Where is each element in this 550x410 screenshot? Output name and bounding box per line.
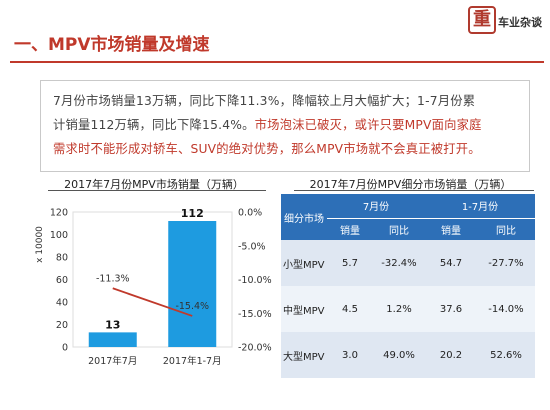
subheader-ytd-sales: 销量 (425, 218, 477, 240)
logo-wordmark: 车业杂谈 (498, 16, 542, 29)
bar (88, 332, 137, 347)
header-segment: 细分市场 (281, 194, 327, 240)
cell-july-sales: 4.5 (342, 303, 358, 315)
table-title: 2017年7月份MPV细分市场销量（万辆） (309, 178, 512, 191)
summary-line-1: 7月份市场销量13万辆，同比下降11.3%，降幅较上月大幅扩大；1-7月份累 (53, 94, 476, 108)
page-title: 一、MPV市场销量及增速 (14, 35, 210, 55)
cell-july-yoy: -32.4% (381, 257, 417, 269)
y-left-tick-label: 40 (56, 298, 68, 309)
bar-data-label: 112 (181, 207, 204, 220)
header-ytd: 1-7月份 (425, 194, 535, 219)
header-july: 7月份 (327, 194, 425, 219)
logo-seal: 重 (468, 6, 496, 34)
y-left-tick-label: 0 (62, 343, 68, 354)
cell-ytd-yoy: 52.6% (490, 349, 522, 361)
y-right-tick-label: -15.0% (238, 309, 272, 320)
cell-ytd-yoy: -14.0% (488, 303, 524, 315)
y-right-tick-label: -10.0% (238, 275, 272, 286)
line-data-label: -11.3% (96, 273, 130, 284)
cell-july-sales: 3.0 (342, 349, 358, 361)
cell-ytd-sales: 54.7 (439, 257, 463, 269)
chart-title-divider (48, 190, 266, 191)
summary-line-2-plain: 计销量112万辆，同比下降15.4%。 (53, 118, 255, 132)
footer-band (0, 392, 550, 410)
summary-line-2-highlight: 市场泡沫已破灭，或许只要MPV面向家庭 (254, 118, 482, 132)
table-row: 小型MPV 5.7 -32.4% 54.7 -27.7% (281, 240, 535, 286)
cell-segment: 大型MPV (283, 351, 325, 363)
cell-ytd-sales: 37.6 (439, 303, 463, 315)
brand-logo: 重 车业杂谈 (468, 6, 546, 38)
y-right-tick-label: 0.0% (238, 208, 262, 219)
y-left-tick-label: 100 (50, 230, 68, 241)
cell-segment: 中型MPV (283, 305, 325, 317)
y-left-tick-label: 60 (56, 275, 68, 286)
line-data-label: -15.4% (175, 301, 209, 312)
summary-line-3: 需求时不能形成对轿车、SUV的绝对优势，那么MPV市场就不会真正被打开。 (53, 142, 481, 156)
cell-july-yoy: 1.2% (386, 303, 412, 315)
y-right-tick-label: -20.0% (238, 343, 272, 354)
summary-box: 7月份市场销量13万辆，同比下降11.3%，降幅较上月大幅扩大；1-7月份累 计… (40, 80, 530, 172)
title-divider (10, 61, 544, 63)
table-row: 中型MPV 4.5 1.2% 37.6 -14.0% (281, 286, 535, 332)
cell-ytd-sales: 20.2 (439, 349, 463, 361)
y-left-tick-label: 120 (50, 208, 68, 219)
table-row: 大型MPV 3.0 49.0% 20.2 52.6% (281, 332, 535, 378)
y-left-axis-label: x 10000 (35, 226, 45, 263)
sales-chart: 0 20 40 60 80 100 120 0.0% -5.0% -10.0% -15.0% -20.… (35, 207, 272, 367)
cell-july-sales: 5.7 (342, 257, 358, 269)
subheader-july-sales: 销量 (327, 218, 373, 240)
bar-data-label: 13 (105, 318, 120, 331)
y-left-tick-label: 20 (56, 320, 68, 331)
yoy-line (112, 287, 193, 317)
x-tick-label: 2017年1-7月 (163, 355, 222, 367)
subheader-july-yoy: 同比 (373, 218, 425, 240)
table-title-divider (294, 190, 534, 191)
subheader-ytd-yoy: 同比 (477, 218, 535, 240)
summary-line-2: 计销量112万辆，同比下降15.4%。市场泡沫已破灭，或许只要MPV面向家庭 (53, 113, 519, 137)
y-right-tick-label: -5.0% (238, 241, 266, 252)
cell-segment: 小型MPV (283, 259, 325, 271)
x-tick-label: 2017年7月 (88, 355, 137, 367)
bar (168, 221, 217, 347)
cell-july-yoy: 49.0% (383, 349, 415, 361)
y-left-tick-label: 80 (56, 253, 68, 264)
chart-title: 2017年7月份MPV市场销量（万辆） (64, 178, 244, 191)
segment-table: 细分市场 7月份 1-7月份 销量 同比 销量 同比 小型MPV 5.7 -32… (281, 194, 535, 378)
cell-ytd-yoy: -27.7% (488, 257, 524, 269)
